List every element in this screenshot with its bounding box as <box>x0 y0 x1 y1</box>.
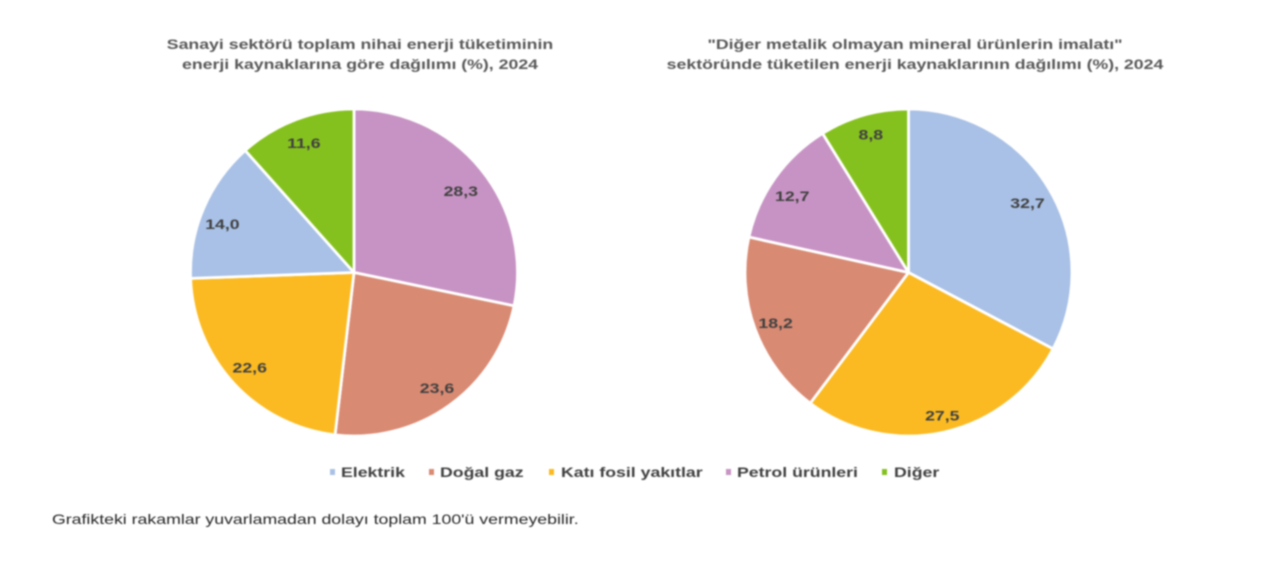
svg-text:23,6: 23,6 <box>420 382 455 397</box>
svg-text:27,5: 27,5 <box>925 409 960 424</box>
svg-text:12,7: 12,7 <box>775 189 810 204</box>
svg-text:32,7: 32,7 <box>1010 197 1045 212</box>
svg-text:11,6: 11,6 <box>287 137 321 152</box>
svg-text:14,0: 14,0 <box>205 218 240 233</box>
svg-text:22,6: 22,6 <box>232 361 267 376</box>
svg-text:28,3: 28,3 <box>444 185 479 200</box>
svg-text:18,2: 18,2 <box>758 317 793 332</box>
svg-text:8,8: 8,8 <box>859 128 884 143</box>
